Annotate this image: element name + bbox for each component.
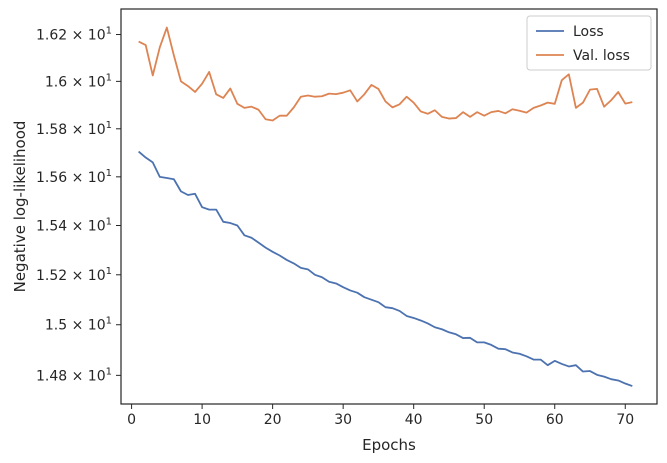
legend-label-loss: Loss bbox=[573, 24, 604, 40]
y-tick-label: 1.6 × 101 bbox=[45, 72, 112, 90]
x-tick-label: 0 bbox=[127, 412, 136, 428]
y-tick-label: 1.52 × 101 bbox=[36, 266, 112, 284]
x-tick-label: 60 bbox=[546, 412, 564, 428]
x-tick-label: 70 bbox=[616, 412, 634, 428]
y-tick-label: 1.62 × 101 bbox=[36, 26, 112, 44]
x-tick-label: 10 bbox=[193, 412, 211, 428]
x-tick-label: 40 bbox=[405, 412, 423, 428]
x-axis-label: Epochs bbox=[362, 436, 416, 454]
x-tick-label: 30 bbox=[334, 412, 352, 428]
plot-area bbox=[138, 26, 633, 387]
y-axis-label: Negative log-likelihood bbox=[11, 121, 29, 293]
y-tick-label: 1.56 × 101 bbox=[36, 168, 112, 186]
legend-label-val-loss: Val. loss bbox=[573, 48, 630, 64]
x-tick-label: 20 bbox=[264, 412, 282, 428]
axes-frame bbox=[120, 8, 658, 405]
series-line-loss bbox=[138, 150, 633, 387]
y-tick-label: 1.58 × 101 bbox=[36, 120, 112, 138]
series-line-val-loss bbox=[138, 26, 633, 122]
y-axis: 1.48 × 101 1.5 × 101 1.52 × 101 1.54 × 101 1… bbox=[36, 26, 121, 384]
x-axis: 0 10 20 30 40 50 60 70 bbox=[127, 404, 634, 428]
legend: Loss Val. loss bbox=[526, 15, 652, 71]
legend-box bbox=[526, 15, 652, 71]
y-tick-label: 1.54 × 101 bbox=[36, 216, 112, 234]
y-tick-label: 1.48 × 101 bbox=[36, 366, 112, 384]
y-tick-label: 1.5 × 101 bbox=[45, 316, 112, 334]
x-tick-label: 50 bbox=[475, 412, 493, 428]
